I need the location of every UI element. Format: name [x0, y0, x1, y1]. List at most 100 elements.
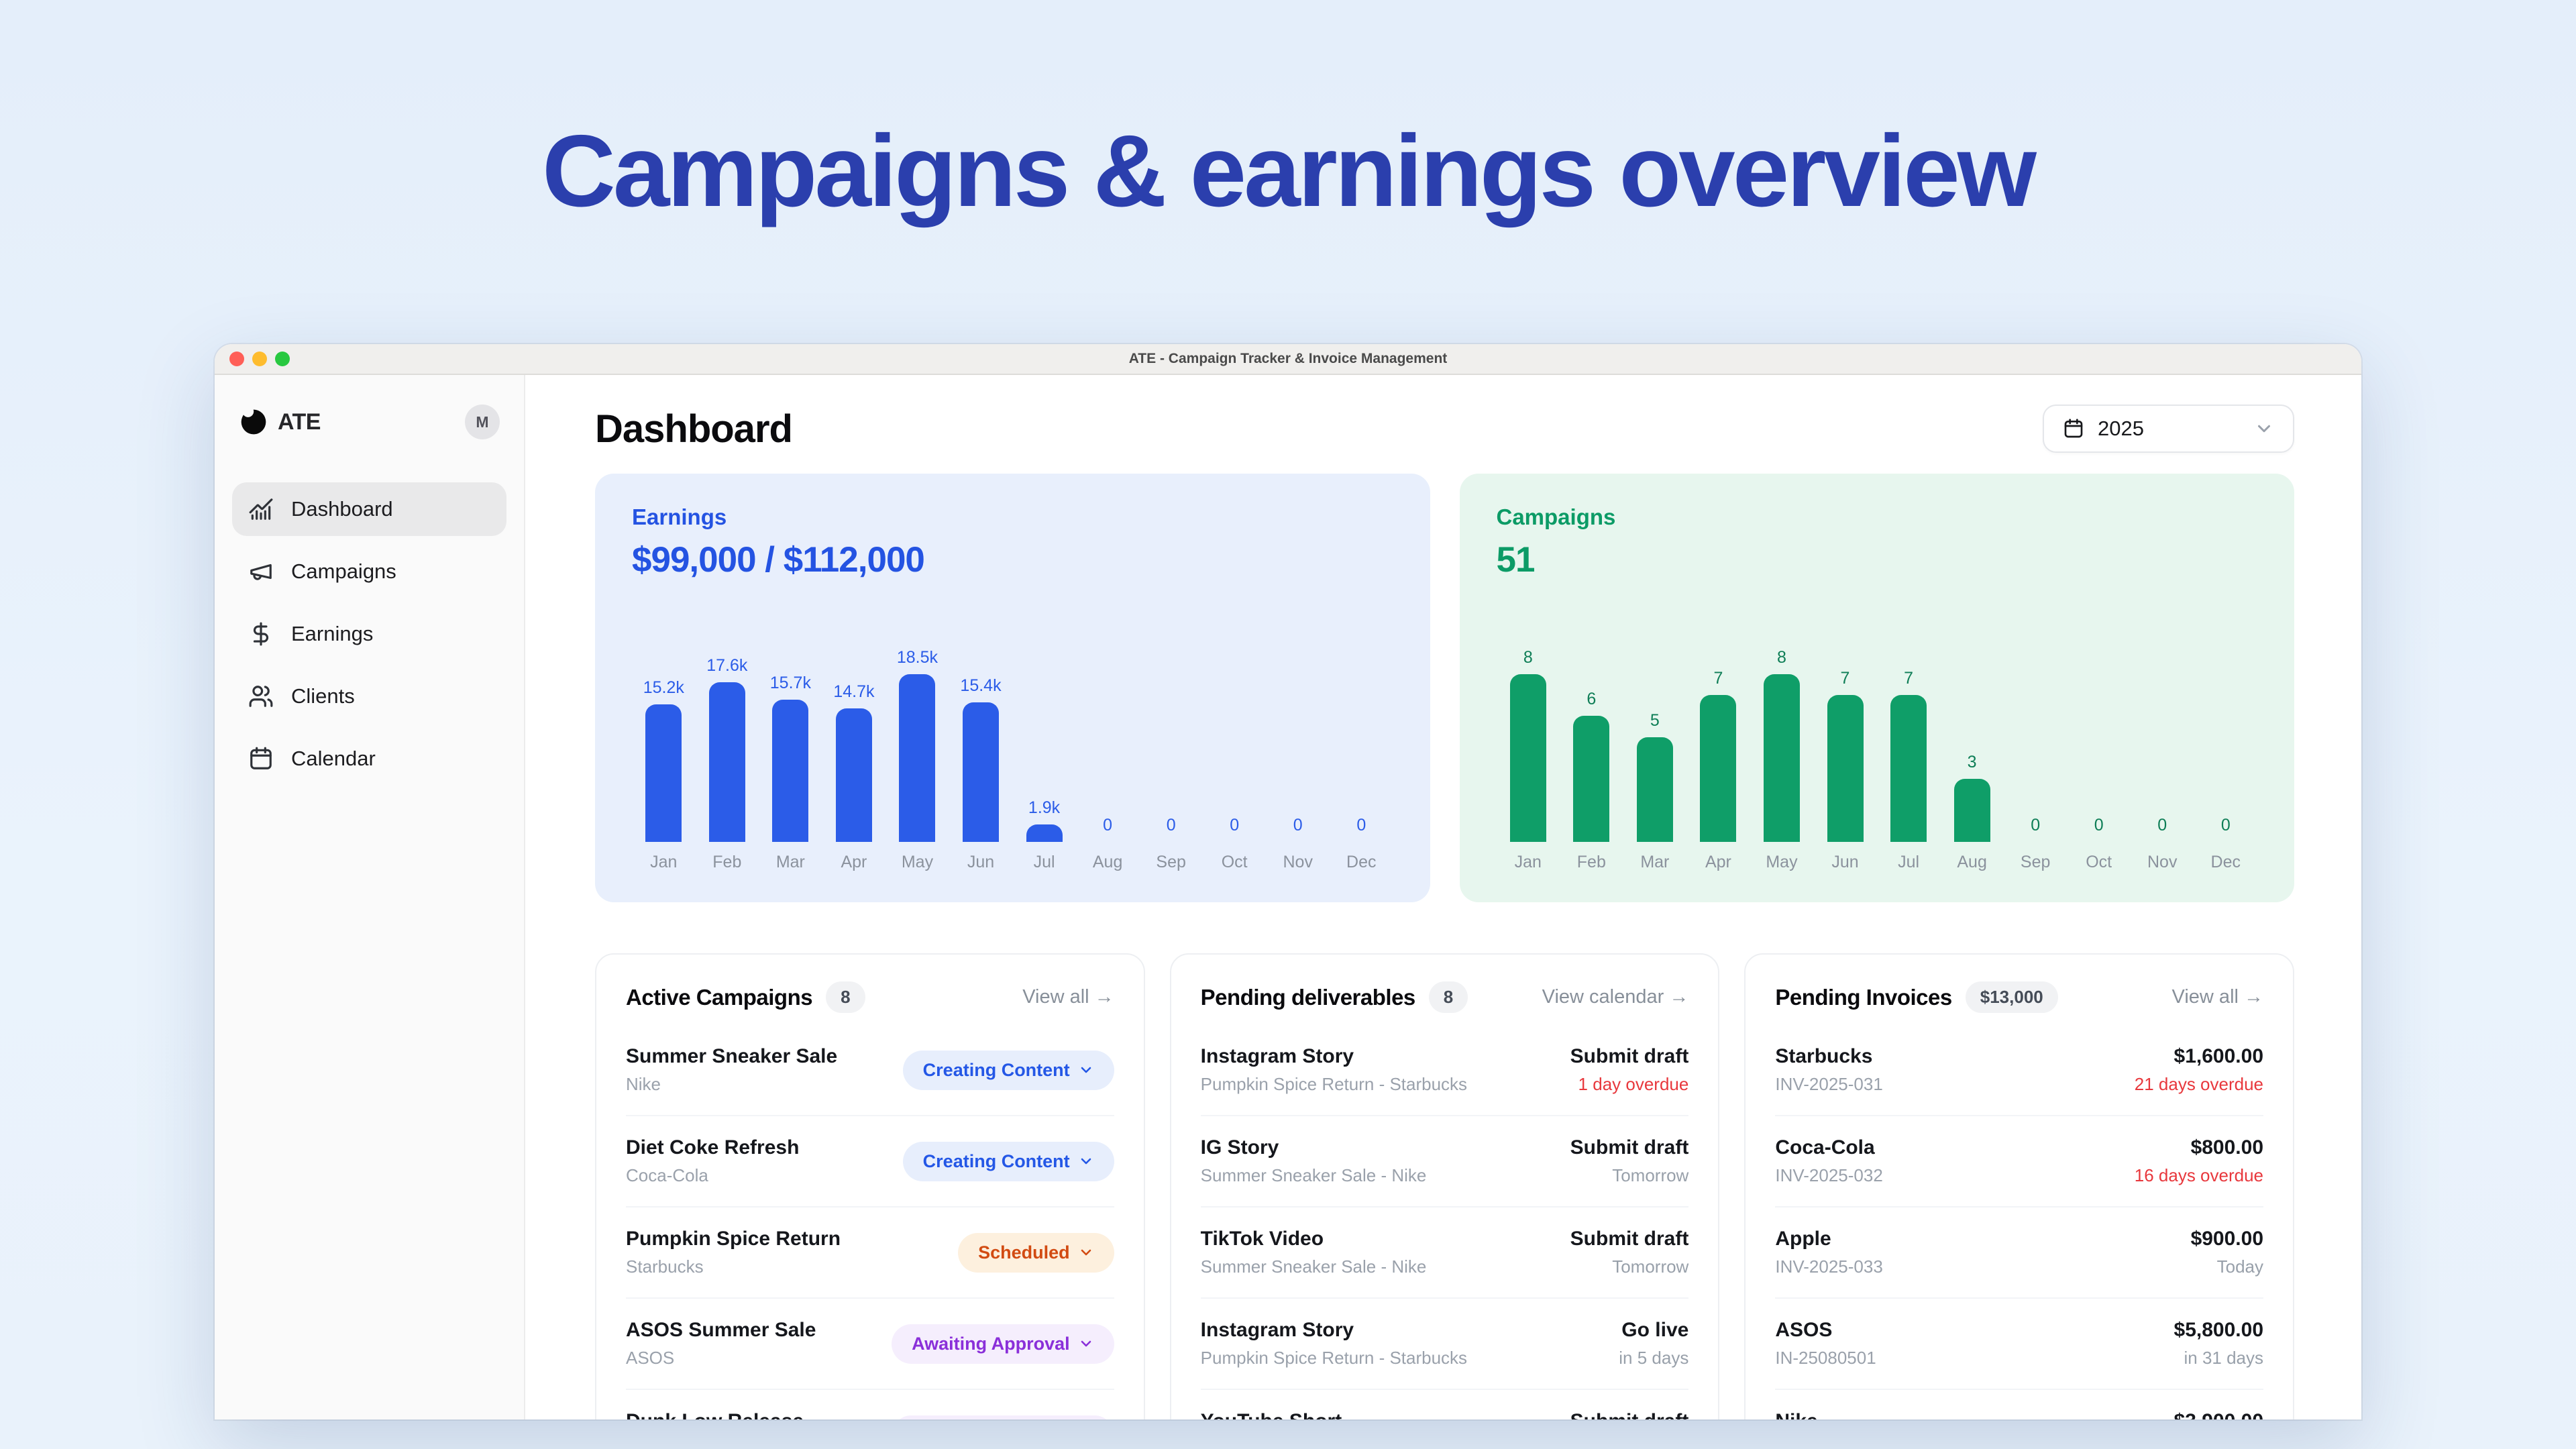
sidebar-item-clients[interactable]: Clients	[232, 669, 506, 723]
chart-column: 7 Jul	[1877, 669, 1941, 871]
bar	[1890, 695, 1927, 842]
deliverable-row: TikTok Video Summer Sneaker Sale - Nike …	[1200, 1206, 1689, 1297]
campaign-name: ASOS Summer Sale	[626, 1319, 816, 1341]
chart-column: 3 Aug	[1940, 753, 2004, 871]
sidebar-item-earnings[interactable]: Earnings	[232, 607, 506, 661]
deliverable-action: Submit draft	[1570, 1136, 1689, 1159]
bar-value-label: 0	[2094, 816, 2104, 835]
chevron-down-icon	[2258, 425, 2270, 433]
campaign-status-dropdown[interactable]: Creating Content	[902, 1141, 1114, 1181]
invoice-number: IN-25080501	[1775, 1348, 1876, 1368]
bar-value-label: 17.6k	[706, 656, 748, 675]
bar	[1953, 779, 1990, 842]
invoice-row: Coca-Cola INV-2025-032 $800.00 16 days o…	[1775, 1115, 2264, 1206]
deliverable-due-date: Tomorrow	[1612, 1256, 1689, 1277]
bar-value-label: 8	[1777, 648, 1786, 667]
campaigns-card-value: 51	[1496, 540, 1536, 580]
deliverable-name: YouTube Short	[1201, 1410, 1441, 1419]
x-axis-label: May	[901, 853, 934, 871]
earnings-card-value: $99,000 / $112,000	[632, 540, 925, 580]
chart-column: 0 Oct	[2067, 816, 2131, 871]
bar-value-label: 7	[1904, 669, 1913, 688]
bar-value-label: 14.7k	[833, 682, 875, 701]
year-selector[interactable]: 2025	[2043, 405, 2294, 453]
invoice-due-date: in 31 days	[2184, 1348, 2264, 1368]
pending-invoices-title: Pending Invoices	[1775, 984, 1952, 1010]
bar	[1509, 674, 1546, 842]
sidebar-item-dashboard[interactable]: Dashboard	[232, 482, 506, 536]
campaign-status-dropdown[interactable]: Awaiting Approval	[892, 1324, 1114, 1364]
pending-invoices-panel: Pending Invoices $13,000 View all → Star…	[1744, 953, 2295, 1419]
zoom-window-button[interactable]	[275, 352, 290, 366]
x-axis-label: Feb	[712, 853, 742, 871]
user-avatar[interactable]: M	[465, 405, 500, 439]
x-axis-label: Aug	[1957, 853, 1987, 871]
campaign-status-label: Creating Content	[922, 1150, 1070, 1171]
invoice-due-date: 21 days overdue	[2134, 1074, 2264, 1094]
chart-column: 8 Jan	[1497, 648, 1560, 871]
chart-column: 0 Nov	[2131, 816, 2194, 871]
sidebar-item-campaigns[interactable]: Campaigns	[232, 545, 506, 598]
bar	[1573, 716, 1610, 842]
view-all-campaigns-link[interactable]: View all →	[1022, 986, 1114, 1008]
bar	[963, 702, 999, 842]
bar	[708, 682, 745, 842]
pending-deliverables-panel: Pending deliverables 8 View calendar → I…	[1169, 953, 1720, 1419]
invoice-amount: $5,800.00	[2174, 1319, 2264, 1341]
campaign-row: Pumpkin Spice Return Starbucks Scheduled	[626, 1206, 1114, 1297]
earnings-bar-chart: 15.2k Jan 17.6k Feb 15.7k Mar 14.7k Apr 18.5k May…	[632, 648, 1393, 871]
x-axis-label: Jan	[1514, 853, 1542, 871]
campaign-status-dropdown[interactable]: Scheduled	[958, 1232, 1114, 1273]
x-axis-label: Nov	[1283, 853, 1313, 871]
sidebar: ATE M Dashboard Campaigns	[215, 375, 525, 1419]
bar-value-label: 0	[1356, 816, 1366, 835]
x-axis-label: Nov	[2147, 853, 2178, 871]
campaign-status-dropdown[interactable]: Awaiting Approval	[892, 1415, 1114, 1419]
bar	[1700, 695, 1737, 842]
x-axis-label: Jan	[650, 853, 678, 871]
chart-column: 17.6k Feb	[696, 656, 759, 871]
bar-value-label: 15.2k	[643, 678, 684, 697]
chart-column: 18.5k May	[885, 648, 949, 871]
bar-value-label: 0	[2031, 816, 2041, 835]
sidebar-nav: Dashboard Campaigns Earnings	[232, 482, 506, 793]
x-axis-label: Oct	[2086, 853, 2112, 871]
chevron-down-icon	[1081, 1158, 1091, 1165]
chevron-down-icon	[1081, 1067, 1091, 1073]
deliverable-action: Submit draft	[1570, 1045, 1689, 1067]
view-calendar-link[interactable]: View calendar →	[1542, 986, 1689, 1008]
bar-value-label: 7	[1713, 669, 1723, 688]
campaign-client: Coca-Cola	[626, 1165, 708, 1185]
chart-icon	[249, 498, 273, 520]
bar	[1636, 737, 1673, 842]
x-axis-label: Dec	[1346, 853, 1377, 871]
deliverable-campaign: Pumpkin Spice Return - Starbucks	[1200, 1348, 1468, 1368]
hero-title: Campaigns & earnings overview	[542, 114, 2037, 228]
deliverable-name: Instagram Story	[1200, 1319, 1354, 1341]
deliverable-row: IG Story Summer Sneaker Sale - Nike Subm…	[1200, 1115, 1689, 1206]
invoice-amount: $800.00	[2190, 1136, 2264, 1159]
hero-section: Campaigns & earnings overview	[0, 0, 2576, 230]
sidebar-item-calendar[interactable]: Calendar	[232, 732, 506, 786]
calendar-icon	[2064, 419, 2083, 438]
chart-column: 7 Jun	[1813, 669, 1877, 871]
invoice-client: ASOS	[1775, 1319, 1833, 1341]
window-title: ATE - Campaign Tracker & Invoice Managem…	[1128, 351, 1448, 366]
chart-column: 14.7k Apr	[822, 682, 886, 871]
megaphone-icon	[250, 564, 272, 580]
invoice-amount: $3,900.00	[2174, 1410, 2263, 1419]
chart-column: 8 May	[1750, 648, 1814, 871]
active-campaigns-list: Summer Sneaker Sale Nike Creating Conten…	[626, 1025, 1114, 1419]
deliverable-name: TikTok Video	[1200, 1228, 1324, 1250]
deliverable-name: IG Story	[1200, 1136, 1279, 1159]
cookie-bite-logo-icon	[241, 409, 266, 435]
earnings-card: Earnings $99,000 / $112,000 15.2k Jan 17.6…	[595, 474, 1430, 902]
chart-column: 0 Dec	[1330, 816, 1393, 871]
bar-value-label: 6	[1587, 690, 1597, 708]
active-campaigns-count-badge: 8	[826, 981, 865, 1013]
view-all-invoices-link[interactable]: View all →	[2171, 986, 2264, 1008]
close-window-button[interactable]	[229, 352, 244, 366]
minimize-window-button[interactable]	[252, 352, 267, 366]
bar-value-label: 15.7k	[769, 674, 811, 692]
campaign-status-dropdown[interactable]: Creating Content	[902, 1050, 1114, 1090]
